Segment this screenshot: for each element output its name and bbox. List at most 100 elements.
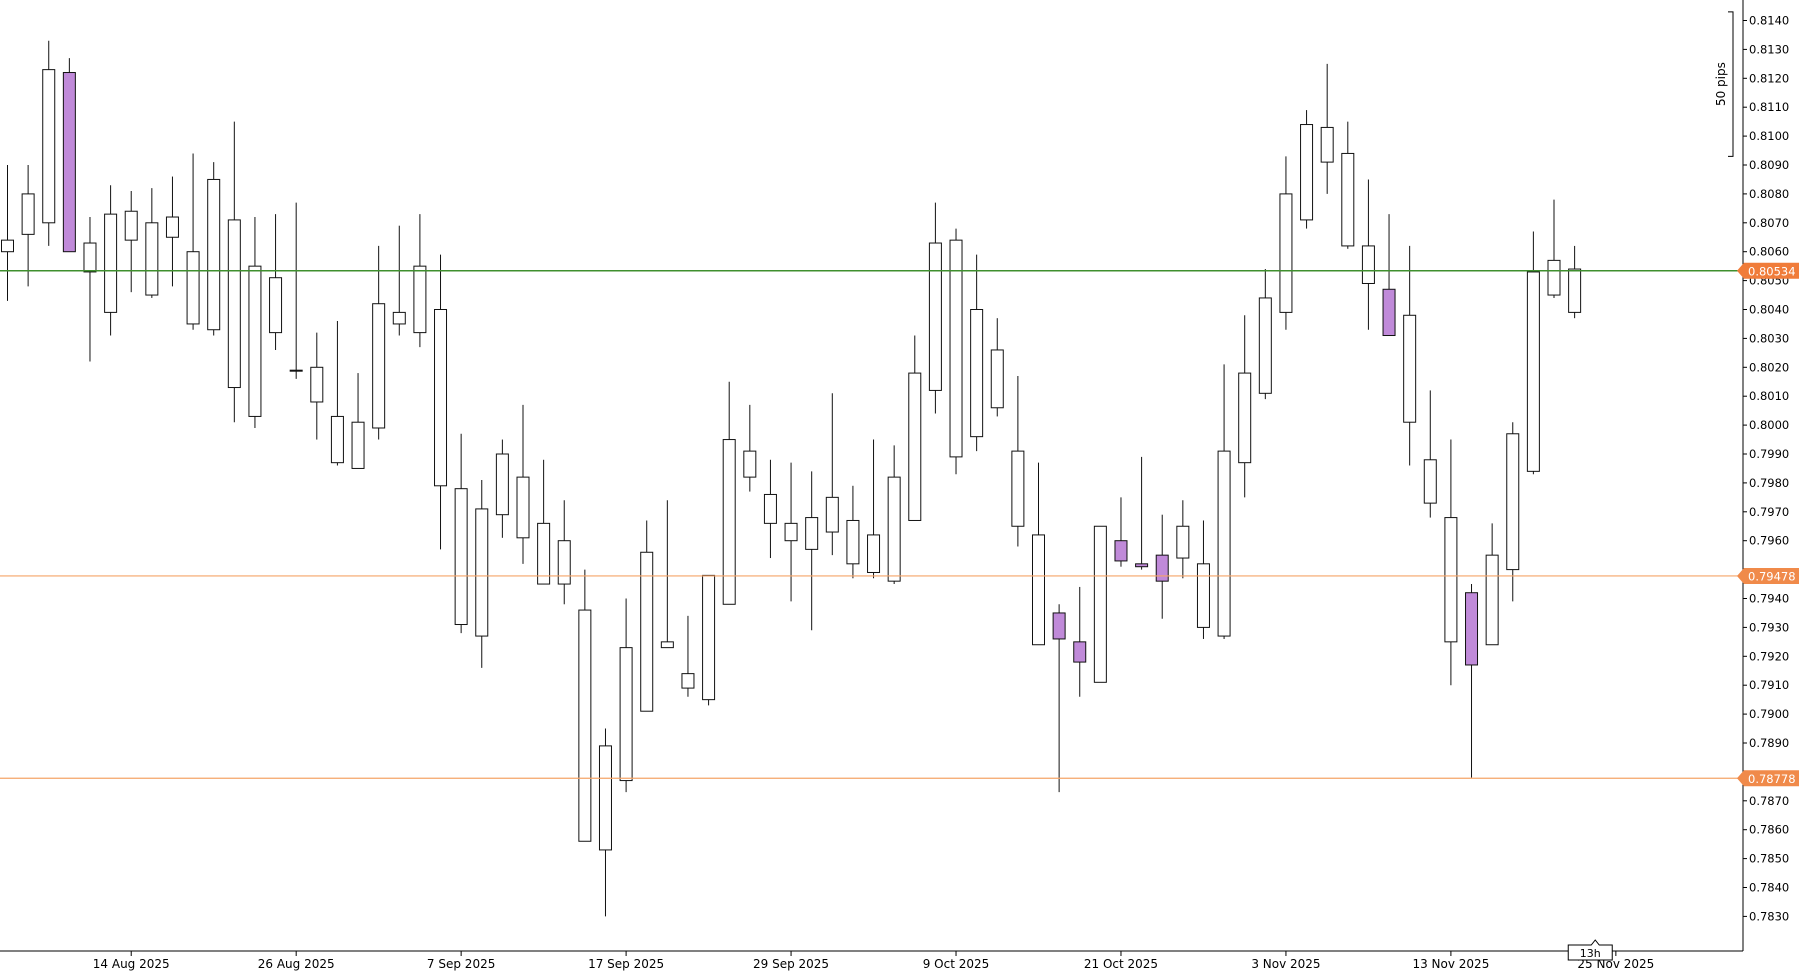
candle-body (1238, 372, 1252, 464)
candle[interactable] (784, 462, 798, 602)
candle[interactable] (805, 471, 819, 631)
candle[interactable] (990, 318, 1004, 417)
candle[interactable] (557, 500, 571, 605)
candle[interactable] (330, 321, 344, 466)
candle[interactable] (227, 121, 241, 423)
candle[interactable] (825, 393, 839, 556)
candle[interactable] (289, 202, 303, 379)
candle-body (516, 476, 530, 539)
candle[interactable] (413, 214, 427, 348)
candle[interactable] (1258, 269, 1272, 400)
candle[interactable] (1279, 156, 1293, 330)
candle[interactable] (1196, 520, 1210, 639)
candle[interactable] (970, 254, 984, 452)
candle[interactable] (598, 728, 612, 917)
candle[interactable] (21, 165, 35, 287)
candle[interactable] (887, 445, 901, 585)
candle[interactable] (846, 485, 860, 579)
candle[interactable] (1073, 586, 1087, 697)
candle[interactable] (1300, 110, 1314, 229)
candle[interactable] (1506, 422, 1520, 602)
candle[interactable] (908, 335, 922, 521)
candle[interactable] (248, 217, 262, 428)
candle[interactable] (351, 373, 365, 469)
candle[interactable] (1238, 315, 1252, 498)
candle[interactable] (454, 433, 468, 634)
candle[interactable] (702, 574, 716, 706)
candle[interactable] (83, 217, 97, 362)
candle[interactable] (1568, 245, 1582, 319)
candle-body (598, 745, 612, 851)
candle[interactable] (495, 439, 509, 538)
candle[interactable] (1093, 525, 1107, 683)
candle[interactable] (475, 480, 489, 668)
candle-body (310, 366, 324, 403)
candle[interactable] (124, 191, 138, 293)
candle[interactable] (269, 214, 283, 350)
y-tick-label: 0.8100 (1749, 129, 1789, 143)
candle[interactable] (1176, 500, 1190, 579)
candle[interactable] (949, 228, 963, 475)
candle[interactable] (1217, 364, 1231, 639)
candle[interactable] (1114, 497, 1128, 567)
candle-body (62, 72, 76, 253)
candle[interactable] (1052, 604, 1066, 793)
candle-body (681, 673, 695, 689)
candle-body (165, 216, 179, 238)
candle[interactable] (207, 162, 221, 336)
candle[interactable] (763, 459, 777, 559)
price-labels-layer: 0.79478 0.78778 0.80534 50 pips 13h (1567, 11, 1799, 961)
candle[interactable] (537, 459, 551, 585)
candle[interactable] (1011, 375, 1025, 547)
candle[interactable] (186, 153, 200, 330)
candle[interactable] (1, 165, 14, 301)
candle[interactable] (1444, 439, 1458, 686)
candle-body (186, 251, 200, 325)
candle[interactable] (743, 404, 757, 492)
candle[interactable] (1526, 231, 1540, 475)
candle[interactable] (1485, 523, 1499, 646)
candle[interactable] (928, 202, 942, 414)
candle-body (1011, 450, 1025, 527)
candle[interactable] (640, 520, 654, 712)
candle[interactable] (1032, 462, 1045, 646)
candle[interactable] (434, 254, 448, 550)
candle[interactable] (578, 569, 592, 842)
y-tick-label: 0.8130 (1749, 42, 1789, 56)
candle-body (248, 265, 262, 417)
candle[interactable] (1135, 456, 1149, 570)
candle[interactable] (1547, 199, 1561, 298)
candle[interactable] (372, 245, 386, 440)
candle[interactable] (660, 500, 674, 649)
pip-scale-bracket (1728, 11, 1734, 157)
candle[interactable] (1361, 179, 1375, 330)
candle[interactable] (516, 404, 530, 564)
candle[interactable] (42, 40, 56, 246)
candle[interactable] (1320, 63, 1334, 194)
candle[interactable] (867, 439, 881, 579)
candle-body (970, 309, 984, 438)
candle[interactable] (1382, 214, 1396, 337)
candle[interactable] (1465, 584, 1479, 778)
y-tick-label: 0.7940 (1749, 592, 1789, 606)
candle[interactable] (1155, 514, 1169, 619)
candle-timer: 13h (1567, 939, 1613, 961)
candle[interactable] (1423, 390, 1437, 518)
y-tick-label: 0.8110 (1749, 100, 1789, 114)
candle[interactable] (104, 185, 118, 336)
candle[interactable] (1403, 245, 1417, 466)
candle[interactable] (392, 225, 406, 336)
candle[interactable] (722, 381, 736, 605)
candles-layer (1, 40, 1582, 917)
candle[interactable] (145, 188, 159, 298)
candle[interactable] (619, 598, 633, 793)
candle[interactable] (1341, 121, 1355, 249)
candle[interactable] (165, 176, 179, 287)
candle[interactable] (681, 615, 695, 697)
y-tick-label: 0.8090 (1749, 158, 1789, 172)
y-tick-label: 0.8000 (1749, 418, 1789, 432)
candle[interactable] (62, 58, 76, 253)
candle[interactable] (310, 332, 324, 440)
